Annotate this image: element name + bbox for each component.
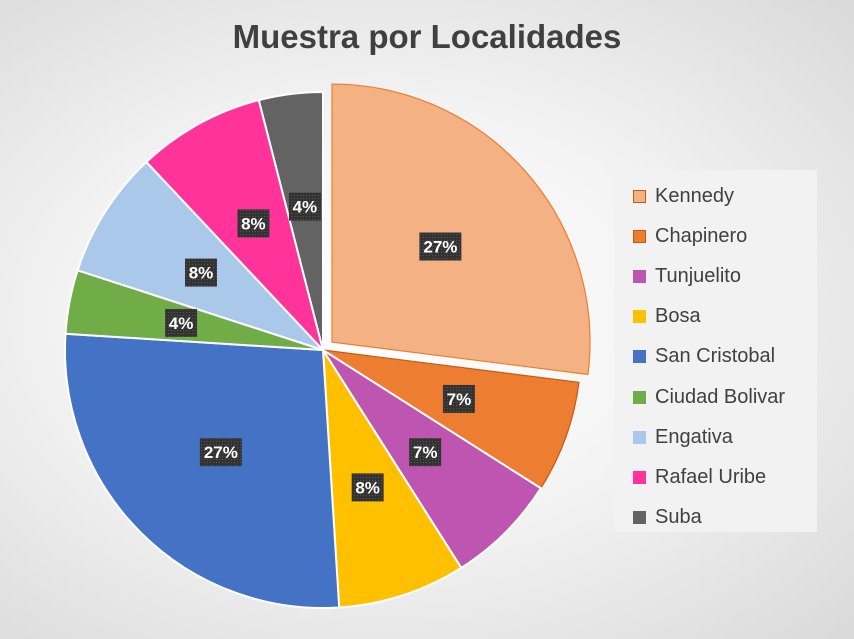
svg-text:8%: 8% — [355, 478, 380, 497]
legend-item-chapinero: Chapinero — [614, 216, 817, 256]
svg-text:8%: 8% — [241, 214, 266, 233]
data-label-kennedy: 27% — [419, 232, 462, 261]
legend-swatch — [633, 310, 646, 324]
legend-swatch — [633, 511, 646, 525]
pie-slice-kennedy — [331, 83, 591, 376]
data-label-tunjuelito: 7% — [409, 438, 442, 467]
svg-text:8%: 8% — [189, 264, 214, 283]
legend-item-bosa: Bosa — [614, 297, 817, 337]
legend-item-rafael-uribe: Rafael Uribe — [614, 457, 817, 497]
legend-label: Engativa — [655, 425, 733, 448]
legend-item-engativa: Engativa — [614, 417, 817, 457]
legend-label: Rafael Uribe — [655, 465, 767, 488]
data-label-ciudad-bolivar: 4% — [165, 308, 198, 337]
legend-label: Tunjuelito — [655, 264, 741, 287]
legend-label: Suba — [655, 506, 702, 529]
pie-slice-chapinero — [322, 349, 580, 490]
pie-slice-rafael-uribe — [144, 98, 324, 351]
legend-swatch — [633, 430, 646, 444]
pie-slice-san-cristobal — [64, 332, 341, 609]
legend: Kennedy Chapinero Tunjuelito Bosa San Cristo… — [614, 170, 817, 532]
legend-item-suba: Suba — [614, 498, 817, 538]
legend-label: Kennedy — [655, 184, 734, 207]
legend-swatch — [633, 350, 646, 364]
svg-text:4%: 4% — [169, 314, 194, 333]
svg-text:4%: 4% — [293, 198, 318, 217]
data-label-engativa: 8% — [185, 258, 218, 287]
legend-label: San Cristobal — [655, 345, 776, 368]
svg-text:27%: 27% — [204, 443, 238, 462]
legend-item-kennedy: Kennedy — [614, 176, 817, 216]
legend-swatch — [633, 390, 646, 404]
legend-swatch — [633, 470, 646, 484]
pie-slice-bosa — [322, 349, 463, 609]
data-label-san-cristobal: 27% — [199, 438, 242, 467]
chart-title: Muestra por Localidades — [232, 18, 622, 55]
data-label-suba: 4% — [288, 192, 321, 221]
data-label-rafael-uribe: 8% — [237, 209, 270, 238]
legend-item-ciudad-bolivar: Ciudad Bolivar — [614, 377, 817, 417]
legend-label: Chapinero — [655, 224, 748, 247]
legend-swatch — [633, 229, 646, 243]
legend-label: Ciudad Bolivar — [655, 385, 786, 408]
legend-item-tunjuelito: Tunjuelito — [614, 256, 817, 296]
data-label-chapinero: 7% — [442, 384, 475, 413]
legend-item-san-cristobal: San Cristobal — [614, 337, 817, 377]
legend-swatch — [633, 189, 646, 203]
svg-text:7%: 7% — [413, 443, 438, 462]
svg-text:7%: 7% — [447, 390, 472, 409]
svg-text:27%: 27% — [423, 238, 457, 257]
pie-slice-suba — [257, 90, 324, 351]
legend-swatch — [633, 269, 646, 283]
legend-label: Bosa — [655, 305, 701, 328]
pie-slice-engativa — [76, 160, 324, 351]
data-label-bosa: 8% — [351, 473, 384, 502]
